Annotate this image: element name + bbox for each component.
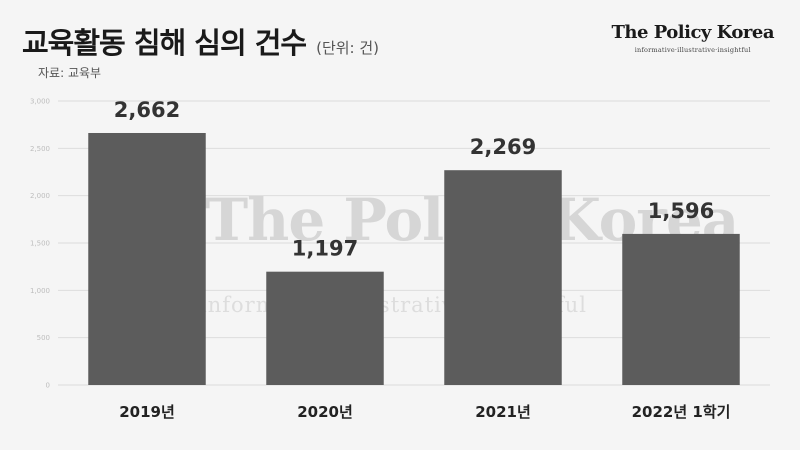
y-tick-label: 500 — [37, 334, 50, 342]
data-label: 1,596 — [648, 199, 714, 223]
y-tick-label: 2,000 — [30, 192, 50, 200]
x-tick-label: 2019년 — [119, 403, 175, 421]
y-tick-label: 1,500 — [30, 240, 50, 248]
brand-name: The Policy Korea — [611, 22, 775, 43]
brand-logo: The Policy Korea informative·illustrativ… — [611, 22, 775, 54]
y-tick-label: 1,000 — [30, 287, 50, 295]
x-tick-label: 2020년 — [297, 403, 353, 421]
title-row: 교육활동 침해 심의 건수 (단위: 건) — [22, 20, 379, 62]
bar — [88, 132, 206, 385]
y-tick-label: 2,500 — [30, 145, 50, 153]
bar — [444, 170, 562, 385]
x-tick-label: 2021년 — [475, 403, 531, 421]
y-tick-label: 3,000 — [30, 98, 50, 106]
data-label: 2,269 — [470, 135, 536, 159]
data-label: 2,662 — [114, 98, 180, 122]
brand-tagline: informative·illustrative·insightful — [634, 46, 751, 54]
bar — [622, 233, 740, 385]
unit-note: (단위: 건) — [316, 39, 380, 57]
x-tick-label: 2022년 1학기 — [632, 403, 731, 421]
chart-title: 교육활동 침해 심의 건수 — [22, 26, 307, 60]
bar — [266, 271, 384, 385]
data-label: 1,197 — [292, 237, 358, 261]
y-tick-label: 0 — [46, 382, 50, 390]
source-note: 자료: 교육부 — [38, 66, 102, 80]
